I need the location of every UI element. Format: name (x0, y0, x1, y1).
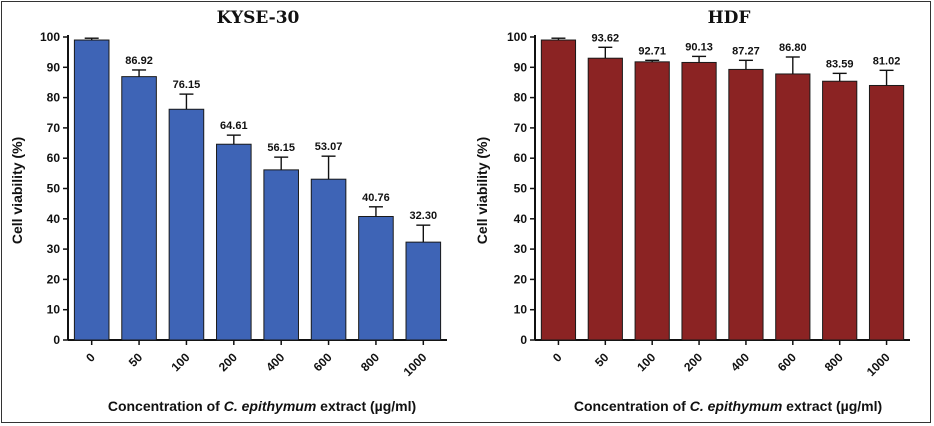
x-tick-label: 1000 (401, 350, 430, 379)
x-tick-label: 1000 (864, 350, 893, 379)
data-label: 40.76 (362, 192, 390, 204)
x-tick-label: 800 (358, 350, 382, 374)
data-label: 90.13 (685, 41, 713, 53)
bar-200 (681, 61, 717, 341)
data-label: 81.02 (873, 55, 901, 67)
x-tick-label: 800 (822, 350, 846, 374)
chart-1: KYSE-300102030405060708090100086.925076.… (9, 8, 447, 414)
chart-title: KYSE-30 (217, 8, 300, 28)
x-tick-label: 50 (126, 350, 146, 370)
y-tick-label: 90 (47, 60, 61, 74)
bar-200 (216, 143, 252, 341)
data-label: 32.30 (410, 210, 438, 222)
bar-50 (587, 57, 623, 341)
bar-1000 (405, 241, 442, 341)
y-axis-label: Cell viability (%) (9, 137, 25, 244)
x-tick-label: 0 (550, 350, 565, 365)
y-tick-label: 20 (47, 272, 61, 286)
x-axis-label-part: extract (µg/ml) (316, 398, 416, 414)
y-tick-label: 100 (40, 30, 60, 44)
y-tick-label: 20 (514, 272, 528, 286)
bar-100 (168, 108, 205, 341)
x-tick-label: 200 (216, 350, 240, 374)
data-label: 64.61 (220, 120, 248, 132)
y-axis-label: Cell viability (%) (474, 137, 490, 244)
data-label: 83.59 (826, 58, 854, 70)
x-axis-label-part: Concentration of (574, 398, 690, 414)
bar-100 (634, 61, 670, 341)
x-tick-label: 600 (311, 350, 335, 374)
bar-0 (540, 39, 577, 341)
x-axis-label: Concentration of C. epithymum extract (µ… (108, 398, 416, 414)
data-label: 56.15 (267, 142, 295, 154)
bar-800 (822, 80, 858, 341)
x-axis-label-part: C. epithymum (224, 398, 317, 414)
x-tick-label: 50 (592, 350, 612, 370)
x-tick-label: 400 (263, 350, 287, 374)
y-tick-label: 100 (507, 30, 527, 44)
data-label: 92.71 (638, 45, 666, 57)
y-tick-label: 80 (514, 91, 528, 105)
x-tick-label: 600 (775, 350, 799, 374)
y-tick-label: 70 (47, 121, 61, 135)
bar-1000 (868, 84, 905, 341)
data-label: 87.27 (732, 45, 760, 57)
y-tick-label: 0 (520, 333, 527, 347)
y-tick-label: 10 (514, 303, 528, 317)
y-tick-label: 70 (514, 121, 528, 135)
y-tick-label: 30 (47, 242, 61, 256)
x-tick-label: 100 (168, 350, 192, 374)
x-axis-label-part: C. epithymum (690, 398, 783, 414)
y-tick-label: 30 (514, 242, 528, 256)
y-tick-label: 40 (47, 212, 61, 226)
x-axis-label-part: extract (µg/ml) (782, 398, 882, 414)
y-tick-label: 80 (47, 91, 61, 105)
x-tick-label: 100 (634, 350, 658, 374)
bar-600 (775, 73, 811, 341)
y-tick-label: 50 (47, 182, 61, 196)
x-tick-label: 0 (83, 350, 98, 365)
data-label: 86.92 (125, 55, 153, 67)
y-tick-label: 0 (53, 333, 60, 347)
chart-2: HDF0102030405060708090100093.625092.7110… (474, 8, 910, 414)
data-label: 76.15 (173, 79, 201, 91)
bar-0 (73, 39, 110, 341)
bar-50 (121, 76, 157, 341)
x-axis-label-part: Concentration of (108, 398, 224, 414)
chart-title: HDF (708, 8, 751, 28)
y-tick-label: 50 (514, 182, 528, 196)
y-tick-label: 10 (47, 303, 61, 317)
data-label: 93.62 (592, 32, 620, 44)
x-tick-label: 400 (728, 350, 752, 374)
bar-600 (310, 178, 347, 341)
data-label: 86.80 (779, 42, 807, 54)
y-tick-label: 40 (514, 212, 528, 226)
bar-400 (263, 169, 299, 341)
bar-800 (358, 215, 394, 341)
data-label: 53.07 (315, 141, 343, 153)
x-tick-label: 200 (681, 350, 705, 374)
y-tick-label: 90 (514, 60, 528, 74)
x-axis-label: Concentration of C. epithymum extract (µ… (574, 398, 882, 414)
y-tick-label: 60 (514, 151, 528, 165)
bar-400 (728, 68, 764, 341)
y-tick-label: 60 (47, 151, 61, 165)
